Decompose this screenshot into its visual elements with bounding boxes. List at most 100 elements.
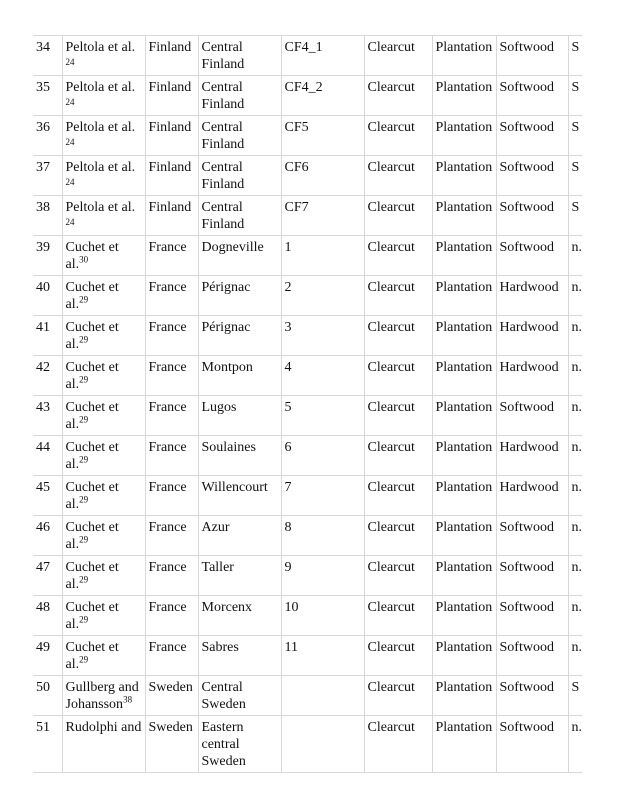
reference-superscript: 24 (65, 57, 75, 67)
forest-text: Plantation (435, 120, 493, 135)
cell-author: Gullberg and Johansson38 (61, 675, 146, 716)
last-text: S (571, 200, 580, 215)
harvest-text: Clearcut (367, 400, 415, 415)
cell-country: France (144, 555, 199, 596)
wood-text: Hardwood (499, 480, 559, 495)
cell-author: Cuchet et al.30 (61, 235, 146, 276)
cell-last: n. (567, 355, 583, 396)
forest-text: Plantation (435, 640, 493, 655)
country-text: Sweden (148, 720, 193, 735)
wood-text: Softwood (499, 640, 554, 655)
cell-last: n. (567, 435, 582, 476)
cell-no: 44 (33, 435, 63, 476)
cell-region: Pérignac (197, 275, 282, 316)
harvest-text: Clearcut (367, 680, 415, 695)
region-text: Morcenx (201, 600, 253, 615)
region-text: Taller (201, 560, 234, 575)
cell-harvest: Clearcut (363, 675, 433, 716)
region-text: Azur (201, 520, 230, 535)
cell-author: Cuchet et al.29 (61, 475, 146, 516)
cell-site: 5 (280, 395, 365, 436)
cell-no: 48 (33, 595, 63, 636)
cell-country: Finland (144, 195, 199, 236)
cell-forest: Plantation (431, 35, 497, 76)
harvest-text: Clearcut (367, 560, 415, 575)
cell-last: n. (567, 395, 582, 436)
table-row: 38 Peltola et al. 24 Finland Central Finland… (33, 195, 582, 236)
cell-region: Eastern central Sweden (197, 715, 282, 773)
country-text: France (148, 640, 187, 655)
wood-text: Softwood (499, 160, 554, 175)
site-text: 8 (284, 520, 292, 535)
cell-country: France (144, 355, 199, 396)
cell-author: Peltola et al. 24 (61, 115, 146, 156)
country-text: Sweden (148, 680, 193, 695)
cell-harvest: Clearcut (363, 515, 433, 556)
cell-harvest: Clearcut (363, 195, 433, 236)
last-text: S (a (571, 680, 583, 695)
cell-last: n. (567, 515, 582, 556)
reference-superscript: 29 (79, 534, 89, 545)
cell-region: Azur (197, 515, 282, 556)
site-text: 3 (284, 320, 292, 335)
cell-last: S (a (567, 675, 583, 716)
cell-site: 4 (280, 355, 365, 396)
site-text: 2 (284, 280, 292, 295)
cell-wood: Softwood (495, 595, 569, 636)
cell-site: 6 (280, 435, 365, 476)
author-text: Cuchet et al. (65, 440, 119, 472)
no-text: 38 (36, 200, 50, 215)
site-text: 1 (284, 240, 292, 255)
cell-harvest: Clearcut (363, 395, 433, 436)
cell-region: Morcenx (197, 595, 282, 636)
cell-harvest: Clearcut (363, 155, 433, 196)
region-text: Eastern central Sweden (201, 720, 246, 769)
wood-text: Softwood (499, 600, 554, 615)
wood-text: Softwood (499, 80, 554, 95)
cell-site: 8 (280, 515, 365, 556)
forest-text: Plantation (435, 160, 493, 175)
table-body: 3 4 Peltola et al. 24 Finland Central Finland… (33, 35, 583, 773)
cell-last: S (567, 195, 582, 236)
author-text: Cuchet et al. (65, 320, 119, 352)
cell-harvest: Clearcut (363, 75, 433, 116)
harvest-text: Clearcut (367, 360, 415, 375)
harvest-text: Clearcut (367, 200, 415, 215)
last-text: n. (571, 560, 583, 575)
cell-site: CF7 (280, 195, 365, 236)
no-text: 44 (36, 440, 50, 455)
author-text: Cuchet et al. (65, 560, 119, 592)
cell-wood: Hardwood (495, 275, 569, 316)
region-text: Central Finland (201, 80, 245, 112)
harvest-text: Clearcut (367, 160, 415, 175)
last-text: n. (571, 320, 583, 335)
no-text: 36 (36, 120, 50, 135)
cell-author: Peltola et al. 24 (61, 155, 146, 196)
reference-superscript: 24 (65, 97, 75, 107)
cell-region: Taller (197, 555, 282, 596)
site-text: 10 (284, 600, 299, 615)
author-text: Peltola et al. (65, 160, 136, 175)
cell-country: France (144, 235, 199, 276)
cell-wood: Softwood (495, 555, 569, 596)
cell-region: Soulaines (197, 435, 282, 476)
last-text: n. (571, 480, 583, 495)
cell-forest: Plantation (431, 475, 497, 516)
no-text: 49 (36, 640, 50, 655)
cell-region: Central Finland (197, 35, 282, 76)
cell-wood: Hardwood (495, 475, 569, 516)
reference-superscript: 24 (65, 177, 75, 187)
forest-text: Plantation (435, 400, 493, 415)
cell-forest: Plantation (431, 435, 497, 476)
cell-author: Cuchet et al.29 (61, 355, 146, 396)
cell-country: France (144, 475, 199, 516)
region-text: Montpon (201, 360, 253, 375)
site-text: CF7 (284, 200, 309, 215)
cell-harvest: Clearcut (363, 355, 433, 396)
region-text: Pérignac (201, 280, 251, 295)
cell-site: CF4_1 (280, 35, 365, 76)
harvest-text: Clearcut (367, 280, 415, 295)
cell-wood: Softwood (495, 235, 569, 276)
last-text: n. (571, 360, 583, 375)
cell-author: Cuchet et al.29 (61, 395, 146, 436)
